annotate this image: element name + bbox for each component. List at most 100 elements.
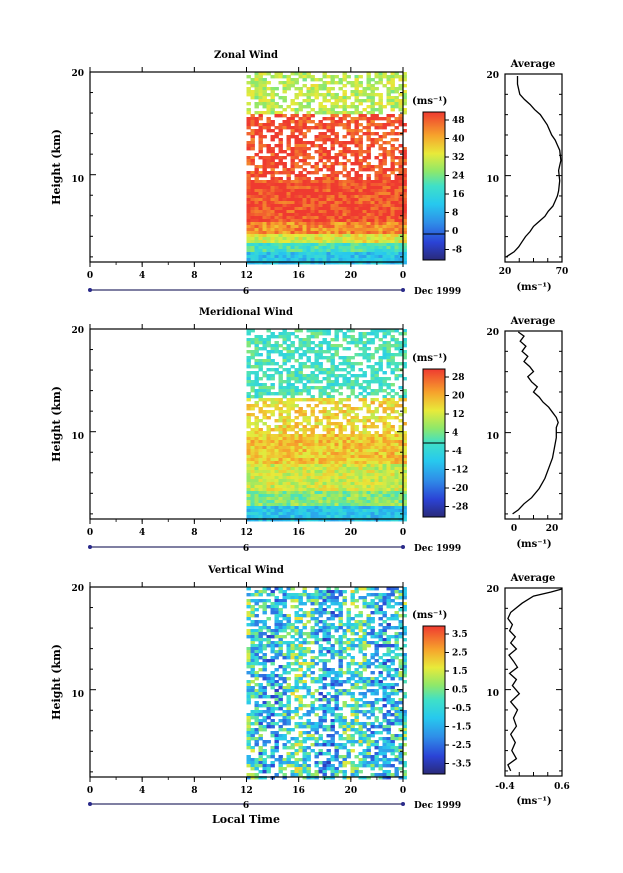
heatmap-cell	[354, 470, 359, 474]
heatmap-cell	[386, 353, 391, 357]
heatmap-cell	[306, 662, 311, 666]
heatmap-cell	[290, 425, 295, 429]
heatmap-cell	[286, 225, 291, 229]
heatmap-cell	[378, 162, 383, 166]
heatmap-cell	[350, 135, 355, 139]
heatmap-cell	[298, 177, 303, 181]
heatmap-cell	[350, 485, 355, 489]
heatmap-cell	[294, 494, 299, 498]
heatmap-cell	[302, 749, 307, 753]
heatmap-cell	[386, 213, 391, 217]
heatmap-cell	[326, 392, 331, 396]
heatmap-cell	[338, 243, 343, 247]
heatmap-cell	[310, 234, 315, 238]
heatmap-cell	[274, 362, 279, 366]
heatmap-cell	[330, 186, 335, 190]
heatmap-cell	[346, 234, 351, 238]
heatmap-cell	[250, 749, 255, 753]
heatmap-cell	[334, 120, 339, 124]
heatmap-cell	[314, 356, 319, 360]
heatmap-cell	[378, 258, 383, 262]
heatmap-cell	[270, 198, 275, 202]
heatmap-cell	[366, 237, 371, 241]
heatmap-cell	[350, 153, 355, 157]
heatmap-cell	[314, 231, 319, 235]
heatmap-cell	[306, 341, 311, 345]
heatmap-cell	[294, 605, 299, 609]
heatmap-cell	[362, 344, 367, 348]
heatmap-cell	[254, 599, 259, 603]
heatmap-cell	[314, 249, 319, 253]
meridional-profile-line	[512, 331, 559, 515]
heatmap-cell	[362, 485, 367, 489]
zonal-ytick-20: 20	[71, 69, 84, 79]
heatmap-cell	[322, 356, 327, 360]
heatmap-cell	[274, 626, 279, 630]
heatmap-cell	[402, 198, 407, 202]
heatmap-cell	[382, 72, 387, 76]
heatmap-cell	[342, 213, 347, 217]
heatmap-cell	[374, 114, 379, 118]
heatmap-cell	[298, 243, 303, 247]
heatmap-cell	[294, 261, 299, 265]
heatmap-cell	[310, 518, 315, 522]
heatmap-cell	[322, 407, 327, 411]
heatmap-cell	[274, 114, 279, 118]
heatmap-cell	[278, 476, 283, 480]
heatmap-cell	[250, 776, 255, 780]
heatmap-cell	[250, 413, 255, 417]
heatmap-cell	[390, 461, 395, 465]
heatmap-cell	[294, 195, 299, 199]
heatmap-cell	[302, 680, 307, 684]
heatmap-cell	[294, 126, 299, 130]
heatmap-cell	[386, 228, 391, 232]
heatmap-cell	[250, 503, 255, 507]
heatmap-cell	[266, 117, 271, 121]
heatmap-cell	[358, 446, 363, 450]
heatmap-cell	[318, 237, 323, 241]
heatmap-cell	[258, 419, 263, 423]
heatmap-cell	[334, 123, 339, 127]
heatmap-cell	[254, 129, 259, 133]
heatmap-cell	[354, 111, 359, 115]
heatmap-cell	[398, 162, 403, 166]
heatmap-cell	[334, 380, 339, 384]
heatmap-cell	[302, 243, 307, 247]
heatmap-cell	[322, 84, 327, 88]
heatmap-cell	[258, 111, 263, 115]
heatmap-cell	[278, 114, 283, 118]
heatmap-cell	[266, 755, 271, 759]
heatmap-cell	[290, 470, 295, 474]
heatmap-cell	[302, 491, 307, 495]
heatmap-cell	[278, 464, 283, 468]
heatmap-cell	[290, 761, 295, 765]
heatmap-cell	[366, 518, 371, 522]
heatmap-cell	[294, 198, 299, 202]
heatmap-cell	[390, 261, 395, 265]
heatmap-cell	[346, 171, 351, 175]
heatmap-cell	[342, 377, 347, 381]
heatmap-cell	[402, 123, 407, 127]
heatmap-cell	[398, 425, 403, 429]
heatmap-cell	[326, 473, 331, 477]
heatmap-cell	[274, 644, 279, 648]
heatmap-cell	[402, 108, 407, 112]
heatmap-cell	[262, 602, 267, 606]
heatmap-cell	[262, 725, 267, 729]
heatmap-cell	[298, 680, 303, 684]
heatmap-cell	[322, 72, 327, 76]
heatmap-cell	[254, 440, 259, 444]
heatmap-cell	[282, 668, 287, 672]
heatmap-cell	[282, 240, 287, 244]
colorbar-tick-label: -12	[452, 466, 468, 476]
heatmap-cell	[246, 222, 251, 226]
heatmap-cell	[270, 731, 275, 735]
heatmap-cell	[394, 126, 399, 130]
heatmap-cell	[326, 386, 331, 390]
heatmap-cell	[298, 674, 303, 678]
heatmap-cell	[274, 198, 279, 202]
heatmap-cell	[262, 123, 267, 127]
heatmap-cell	[362, 240, 367, 244]
heatmap-cell	[282, 686, 287, 690]
heatmap-cell	[374, 446, 379, 450]
